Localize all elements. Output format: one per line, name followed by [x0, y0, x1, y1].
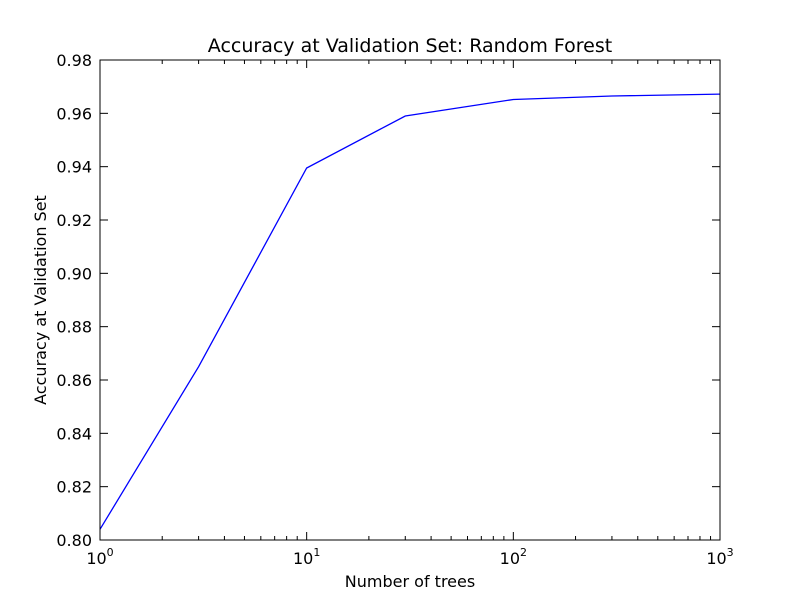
y-tick-label: 0.82	[56, 478, 92, 497]
x-tick-label: 103	[706, 546, 733, 568]
x-tick-label: 101	[293, 546, 320, 568]
plot-area: 0.80 0.82 0.84 0.86 0.88 0.90 0.92 0.94 0.96 0.98…	[56, 51, 733, 568]
y-tick-label: 0.94	[56, 158, 92, 177]
x-tick-label: 102	[500, 546, 527, 568]
y-axis-label: Accuracy at Validation Set	[31, 195, 50, 405]
series-line-0	[100, 94, 720, 529]
chart-title: Accuracy at Validation Set: Random Fores…	[208, 35, 612, 57]
y-tick-label: 0.88	[56, 318, 92, 337]
y-tick-label: 0.90	[56, 264, 92, 283]
y-tick-label: 0.96	[56, 104, 92, 123]
y-tick-label: 0.84	[56, 424, 92, 443]
y-tick-label: 0.80	[56, 531, 92, 550]
y-tick-label: 0.98	[56, 51, 92, 70]
x-axis-label: Number of trees	[345, 572, 475, 591]
y-tick-label: 0.92	[56, 211, 92, 230]
plot-frame	[100, 60, 720, 540]
x-tick-label: 100	[86, 546, 113, 568]
y-tick-label: 0.86	[56, 371, 92, 390]
